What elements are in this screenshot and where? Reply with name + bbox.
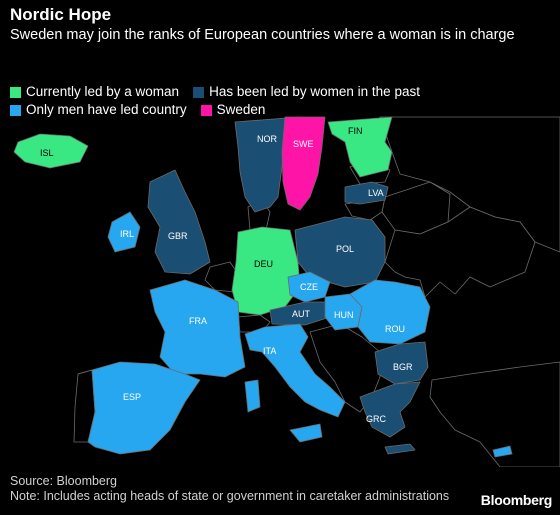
country-label-fra: FRA <box>189 316 207 326</box>
country-label-esp: ESP <box>123 392 141 402</box>
country-ita <box>244 323 346 418</box>
country-pol <box>294 216 386 288</box>
legend: Currently led by a woman Has been led by… <box>10 83 550 119</box>
country-grc-crete <box>384 443 416 455</box>
source-text: Source: Bloomberg <box>10 474 118 488</box>
europe-map: ISL NOR SWE FIN LVA IRL GBR DEU POL CZE … <box>13 116 560 467</box>
legend-label-past: Has been led by women in the past <box>209 84 420 99</box>
country-fin <box>327 116 393 178</box>
country-label-fin: FIN <box>348 126 363 136</box>
country-label-nor: NOR <box>257 134 278 144</box>
country-label-aut: AUT <box>292 309 311 319</box>
legend-swatch-sweden <box>200 104 212 116</box>
legend-label-men: Only men have led country <box>26 102 187 117</box>
country-esp <box>77 361 201 455</box>
country-label-grc: GRC <box>366 414 387 424</box>
legend-swatch-current <box>10 86 21 98</box>
chart-title: Nordic Hope <box>10 5 112 24</box>
country-label-rou: ROU <box>385 324 405 334</box>
country-label-ita: ITA <box>263 346 276 356</box>
country-label-hun: HUN <box>334 310 354 320</box>
country-bgr <box>374 341 429 385</box>
legend-swatch-past <box>193 86 205 98</box>
legend-label-sweden: Sweden <box>216 102 266 117</box>
country-fra <box>149 279 246 378</box>
country-grc <box>359 381 421 438</box>
country-label-gbr: GBR <box>168 231 188 241</box>
country-isl <box>13 133 89 169</box>
country-label-isl: ISL <box>40 148 54 158</box>
legend-item-sweden: Sweden <box>200 101 266 119</box>
cyprus-shape <box>492 445 513 458</box>
country-label-pol: POL <box>336 244 354 254</box>
country-deu <box>231 226 301 316</box>
chart-subtitle: Sweden may join the ranks of European co… <box>10 27 515 43</box>
country-irl <box>107 211 141 253</box>
bloomberg-logo: Bloomberg <box>480 492 553 508</box>
legend-item-past: Has been led by women in the past <box>193 83 420 101</box>
country-swe <box>281 116 326 211</box>
country-ita-sicily <box>289 423 323 443</box>
country-rou <box>349 279 431 345</box>
legend-swatch-men <box>10 104 21 116</box>
country-label-swe: SWE <box>293 139 314 149</box>
legend-label-current: Currently led by a woman <box>26 84 180 99</box>
legend-item-current: Currently led by a woman <box>10 83 179 101</box>
country-turkey-outline <box>429 361 560 467</box>
country-lva <box>344 181 389 205</box>
note-text: Note: Includes acting heads of state or … <box>10 489 450 503</box>
country-label-deu: DEU <box>254 259 273 269</box>
country-gbr <box>147 169 211 275</box>
country-ita-sardinia <box>244 379 261 413</box>
country-label-irl: IRL <box>120 229 134 239</box>
legend-item-men: Only men have led country <box>10 101 187 119</box>
country-label-lva: LVA <box>368 188 384 198</box>
country-ukraine-outline <box>384 206 536 298</box>
country-label-bgr: BGR <box>393 362 413 372</box>
country-label-cze: CZE <box>300 282 318 292</box>
footer: Source: Bloomberg Note: Includes acting … <box>10 474 449 504</box>
